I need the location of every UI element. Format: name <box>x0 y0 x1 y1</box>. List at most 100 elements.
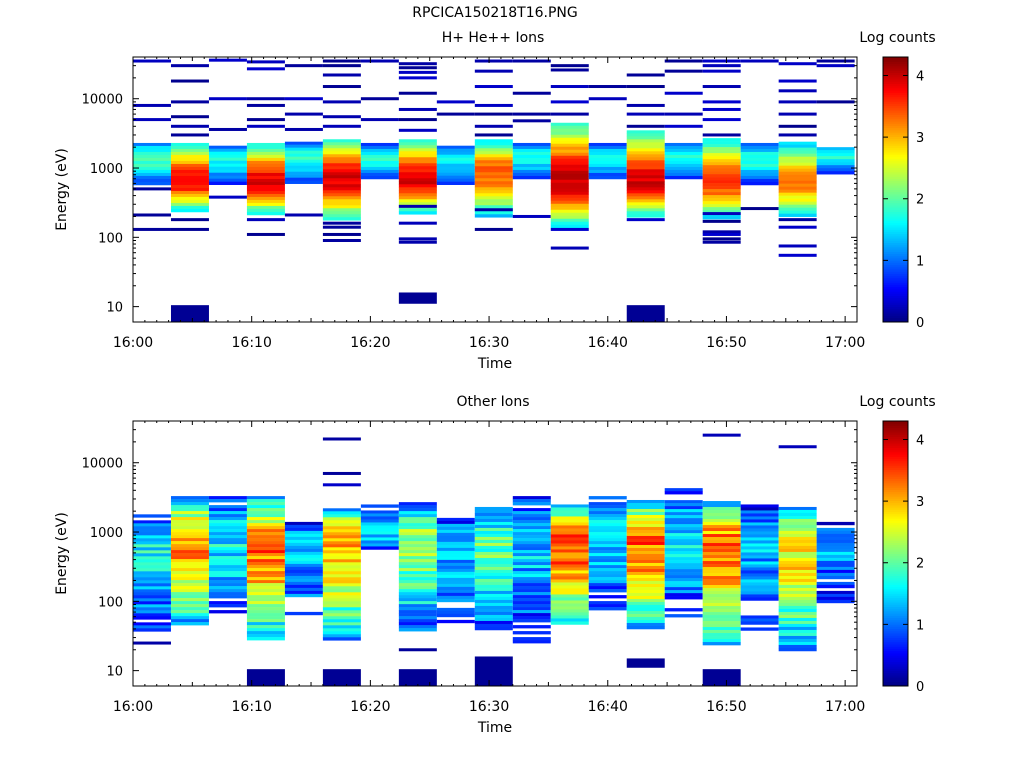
colorbar-segment <box>883 76 908 80</box>
energy-cell <box>626 577 665 582</box>
y-tick-label: 100 <box>98 595 123 610</box>
energy-cell <box>474 572 513 577</box>
energy-cell <box>360 519 399 523</box>
colorbar-segment <box>883 238 908 241</box>
energy-cell <box>208 580 247 584</box>
energy-cell <box>170 592 209 596</box>
energy-cell <box>550 570 589 574</box>
colorbar-segment <box>883 282 908 285</box>
colorbar-segment <box>883 577 908 581</box>
energy-cell <box>322 196 361 200</box>
energy-cell <box>322 586 361 590</box>
energy-cell <box>778 539 817 544</box>
energy-cell <box>626 559 665 564</box>
energy-cell <box>133 166 171 171</box>
energy-cell <box>664 512 703 516</box>
energy-cell <box>398 532 437 536</box>
energy-cell <box>398 583 437 587</box>
energy-cell <box>246 508 285 512</box>
energy-cell <box>702 210 741 214</box>
energy-cell <box>550 161 589 166</box>
energy-cell <box>474 205 513 209</box>
energy-cell <box>170 163 209 168</box>
colorbar-segment <box>883 134 908 137</box>
energy-cell <box>474 539 513 544</box>
energy-cell <box>550 597 589 601</box>
colorbar-segment <box>883 200 908 204</box>
colorbar-segment <box>883 681 908 685</box>
colorbar-segment <box>883 436 908 440</box>
energy-cell <box>740 163 779 168</box>
energy-cell <box>512 502 551 506</box>
energy-cell <box>398 625 437 629</box>
energy-cell <box>360 169 399 174</box>
energy-cell <box>170 190 209 195</box>
colorbar-segment <box>883 198 908 202</box>
energy-cell <box>512 562 551 566</box>
energy-cell <box>778 159 817 163</box>
energy-cell <box>360 151 399 156</box>
colorbar-segment <box>883 271 908 274</box>
low-energy-count-block <box>626 658 665 668</box>
energy-cell <box>360 142 399 147</box>
energy-cell <box>133 616 171 620</box>
low-energy-count-block <box>246 669 285 686</box>
sparse-count-line <box>208 195 247 199</box>
plot-frame <box>132 420 858 687</box>
sparse-count-line <box>550 85 589 89</box>
colorbar-segment <box>883 242 908 246</box>
colorbar-segment <box>883 641 908 645</box>
energy-cell <box>550 200 589 205</box>
colorbar-segment <box>883 571 908 574</box>
energy-cell <box>246 169 285 174</box>
colorbar-segment <box>883 663 908 667</box>
energy-cell <box>702 624 741 628</box>
sparse-count-line <box>474 208 513 212</box>
energy-cell <box>702 525 741 529</box>
energy-cell <box>664 491 703 495</box>
energy-cell <box>550 513 589 517</box>
energy-cell <box>778 587 817 592</box>
time-bin-3 <box>208 496 247 614</box>
energy-cell <box>702 612 741 616</box>
energy-cell <box>664 515 703 519</box>
energy-cell <box>512 151 551 156</box>
energy-cell <box>512 529 551 533</box>
energy-cell <box>436 145 475 149</box>
energy-cell <box>284 563 323 568</box>
x-tick-label: 16:00 <box>113 335 153 351</box>
energy-cell <box>740 157 779 162</box>
energy-cell <box>588 532 627 536</box>
energy-cell <box>208 547 247 551</box>
energy-cell <box>550 615 589 619</box>
x-tick-label: 17:00 <box>825 699 865 715</box>
colorbar-segment <box>883 213 908 217</box>
energy-cell <box>740 570 779 574</box>
energy-cell <box>664 548 703 552</box>
energy-cell <box>436 613 475 618</box>
energy-cell <box>816 165 855 169</box>
energy-cell <box>702 603 741 607</box>
colorbar-segment <box>883 240 908 243</box>
energy-cell <box>512 535 551 539</box>
energy-cell <box>550 128 589 133</box>
energy-cell <box>398 592 437 596</box>
energy-cell <box>512 499 551 503</box>
energy-cell <box>778 569 817 574</box>
energy-cell <box>208 544 247 548</box>
energy-cell <box>664 536 703 540</box>
colorbar-segment <box>883 151 908 155</box>
energy-cell <box>588 595 627 599</box>
energy-cell <box>626 196 665 200</box>
energy-cell <box>133 598 171 602</box>
colorbar-segment <box>883 584 908 588</box>
energy-cell <box>208 178 247 182</box>
sparse-count-line <box>550 112 589 116</box>
energy-cell <box>170 580 209 584</box>
colorbar-segment <box>883 595 908 599</box>
energy-cell <box>322 547 361 551</box>
colorbar-segment <box>883 515 908 519</box>
energy-cell <box>626 148 665 152</box>
energy-cell <box>588 550 627 554</box>
panel-title: H+ He++ Ions <box>442 30 545 46</box>
